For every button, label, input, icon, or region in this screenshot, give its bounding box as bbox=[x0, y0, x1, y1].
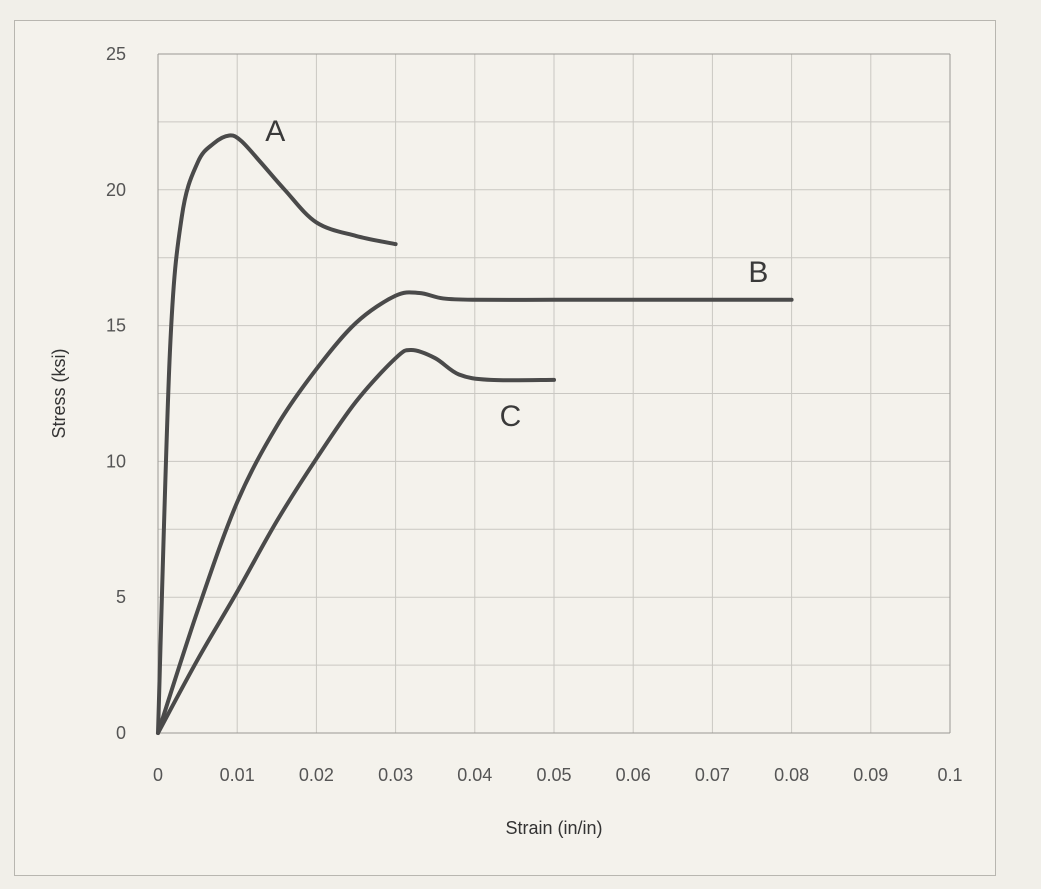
x-tick-label: 0.04 bbox=[457, 765, 492, 785]
series-c-line bbox=[156, 348, 556, 735]
y-axis-title: Stress (ksi) bbox=[49, 349, 69, 439]
series-lines bbox=[156, 133, 794, 735]
x-tick-label: 0.01 bbox=[220, 765, 255, 785]
y-tick-label: 20 bbox=[106, 180, 126, 200]
x-tick-label: 0.06 bbox=[616, 765, 651, 785]
x-tick-label: 0.09 bbox=[853, 765, 888, 785]
series-b-label: B bbox=[748, 256, 768, 289]
y-tick-label: 5 bbox=[116, 587, 126, 607]
x-tick-label: 0.02 bbox=[299, 765, 334, 785]
stress-strain-chart: 0 0.01 0.02 0.03 0.04 0.05 0.06 0.07 0.08 0.09 0.1… bbox=[49, 44, 963, 838]
x-tick-label: 0.05 bbox=[536, 765, 571, 785]
x-tick-label: 0.1 bbox=[937, 765, 962, 785]
y-tick-label: 10 bbox=[106, 451, 126, 471]
y-tick-label: 25 bbox=[106, 44, 126, 64]
x-tick-label: 0.08 bbox=[774, 765, 809, 785]
axes bbox=[157, 53, 951, 734]
y-tick-label: 15 bbox=[106, 316, 126, 336]
y-tick-label: 0 bbox=[116, 723, 126, 743]
series-labels: A B C bbox=[265, 115, 768, 433]
tick-labels: 0 0.01 0.02 0.03 0.04 0.05 0.06 0.07 0.08 0.09 0.1… bbox=[106, 44, 963, 785]
x-axis-title: Strain (in/in) bbox=[505, 818, 602, 838]
series-a-line bbox=[156, 133, 398, 735]
series-a-label: A bbox=[265, 115, 285, 148]
x-tick-label: 0.07 bbox=[695, 765, 730, 785]
series-b-line bbox=[156, 290, 794, 735]
chart-frame: 0 0.01 0.02 0.03 0.04 0.05 0.06 0.07 0.08 0.09 0.1… bbox=[14, 20, 996, 876]
x-tick-label: 0.03 bbox=[378, 765, 413, 785]
x-tick-label: 0 bbox=[153, 765, 163, 785]
grid bbox=[158, 53, 951, 733]
series-c-label: C bbox=[500, 400, 522, 433]
